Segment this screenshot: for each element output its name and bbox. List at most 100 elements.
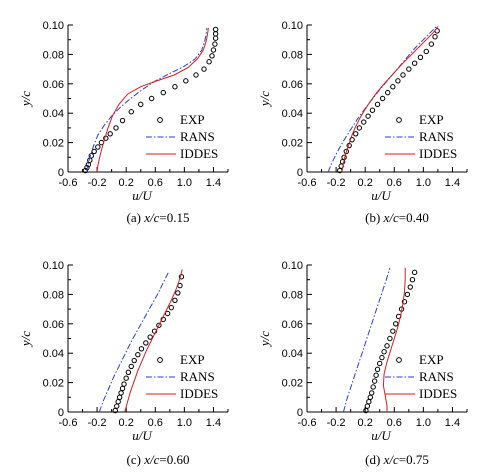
exp-data-point (212, 26, 219, 33)
exp-data-point (428, 41, 435, 47)
x-tick-label: -0.2 (88, 177, 107, 189)
exp-data-point (387, 335, 393, 342)
x-tick-label: -0.6 (59, 177, 78, 189)
x-axis-label: u/U (132, 428, 153, 443)
x-tick-label: 0.2 (119, 417, 134, 429)
x-tick-label: -0.6 (298, 417, 317, 429)
x-tick-label: 0.6 (387, 417, 402, 429)
x-tick-label: 1.4 (206, 417, 221, 429)
exp-data-point (138, 346, 145, 352)
rans-series-line (86, 27, 208, 173)
x-tick-label: 1.0 (416, 417, 431, 429)
x-axis-label: u/U (371, 188, 392, 203)
exp-data-point (374, 366, 381, 373)
y-tick-label: 0 (297, 407, 303, 419)
y-tick-label: 0.04 (43, 348, 64, 360)
y-axis-label: y/c (18, 91, 33, 108)
exp-data-point (379, 354, 385, 361)
chart-panel-3: -0.6 -0.2 0.2 0.6 1.0 1.4 0 0.02 0.04 0.06 0.08 0.1… (18, 260, 229, 467)
y-tick-label: 0.06 (43, 79, 64, 91)
exp-data-point (113, 125, 119, 131)
exp-data-point (156, 322, 162, 328)
y-tick-label: 0.06 (43, 319, 64, 331)
iddes-series-line (341, 26, 439, 173)
x-tick-label: -0.2 (88, 417, 107, 429)
x-tick-label: 1.0 (416, 177, 431, 189)
y-tick-label: 0.02 (43, 138, 64, 150)
y-tick-label: 0.06 (282, 79, 303, 91)
y-tick-label: 0.08 (43, 49, 64, 61)
legend-marker-exp (157, 117, 163, 123)
exp-data-point (366, 399, 372, 405)
y-tick-label: 0.02 (282, 138, 303, 150)
exp-data-point (395, 78, 401, 84)
exp-data-point (212, 41, 218, 47)
exp-data-point (135, 351, 141, 358)
y-tick-label: 0.10 (43, 20, 64, 32)
legend: EXP RANS IDDES (385, 112, 457, 161)
legend-label-exp: EXP (419, 352, 444, 367)
y-tick-label: 0.10 (43, 260, 64, 272)
exp-data-point (417, 54, 424, 61)
x-axis-label: u/U (132, 188, 153, 203)
exp-data-point (390, 328, 396, 334)
x-tick-label: 1.4 (206, 177, 221, 189)
iddes-series-line (96, 27, 209, 173)
exp-data-point (364, 403, 371, 409)
exp-data-point (209, 53, 215, 59)
legend: EXP RANS IDDES (385, 352, 457, 401)
exp-data-point (361, 119, 367, 125)
x-tick-label: -0.2 (327, 177, 346, 189)
y-tick-label: 0 (58, 167, 64, 179)
legend-label-iddes: IDDES (180, 386, 218, 401)
y-tick-label: 0.02 (43, 378, 64, 390)
exp-data-point (384, 343, 390, 349)
exp-data-point (353, 131, 359, 137)
x-tick-label: -0.6 (59, 417, 78, 429)
exp-data-point (356, 125, 363, 131)
exp-data-point (121, 381, 127, 387)
exp-data-point (365, 113, 371, 119)
exp-data-point (367, 394, 373, 400)
x-tick-label: 1.4 (445, 417, 460, 429)
exp-data-point (369, 107, 376, 113)
exp-data-point (160, 89, 166, 96)
iddes-series-line (124, 269, 183, 413)
legend-label-rans: RANS (180, 369, 215, 384)
panel-caption: (a) x/c=0.15 (127, 210, 190, 225)
y-axis-label: y/c (18, 331, 33, 348)
y-tick-label: 0 (58, 407, 64, 419)
exp-data-point (82, 167, 89, 174)
exp-data-point (401, 299, 408, 305)
y-tick-label: 0.06 (282, 319, 303, 331)
exp-data-point (172, 297, 178, 303)
exp-data-point (406, 66, 412, 72)
exp-data-point (407, 284, 413, 290)
exp-data-point (125, 369, 132, 376)
legend-marker-exp (396, 117, 402, 123)
exp-data-point (393, 321, 399, 327)
x-tick-label: 0.2 (119, 177, 134, 189)
exp-data-point (379, 95, 386, 102)
exp-data-point (210, 47, 217, 53)
exp-data-point (107, 131, 113, 137)
legend-label-rans: RANS (180, 129, 215, 144)
x-tick-label: 1.0 (177, 417, 192, 429)
rans-series-line (327, 26, 437, 173)
legend-label-exp: EXP (180, 112, 205, 127)
y-tick-label: 0.10 (282, 20, 303, 32)
exp-data-point (178, 274, 185, 280)
exp-data-point (131, 357, 137, 364)
exp-data-point (371, 378, 378, 384)
exp-data-point (432, 34, 438, 40)
exp-data-point (147, 334, 153, 340)
chart-panel-4: -0.6 -0.2 0.2 0.6 1.0 1.4 0 0.02 0.04 0.06 0.08 0.1… (257, 260, 468, 467)
y-tick-label: 0.10 (282, 260, 303, 272)
y-axis-label: y/c (257, 331, 272, 348)
legend-label-rans: RANS (419, 369, 454, 384)
rans-series-line (98, 272, 169, 413)
x-tick-label: 1.4 (445, 177, 460, 189)
iddes-series-line (382, 267, 406, 412)
panel-caption: (c) x/c=0.60 (127, 452, 190, 467)
exp-data-point (193, 72, 199, 78)
